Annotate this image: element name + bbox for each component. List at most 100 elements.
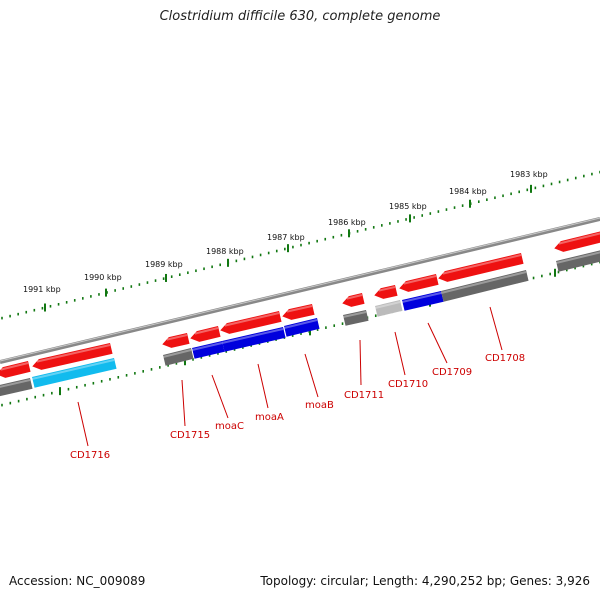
scale-dot (73, 299, 76, 302)
tick-label: 1990 kbp (84, 273, 122, 282)
scale-dot (542, 184, 545, 188)
gene-label: CD1708 (485, 353, 525, 364)
major-tick (409, 214, 411, 223)
inner-dot (17, 399, 20, 403)
gene-label: CD1716 (70, 450, 110, 461)
leader-line (394, 331, 406, 376)
scale-dot (526, 188, 529, 192)
inner-dot (42, 393, 45, 397)
inner-dot (92, 381, 95, 385)
scale-dot (494, 196, 496, 200)
forward-gene-arrow-shine (224, 312, 280, 327)
map-title: Clostridium difficile 630, complete geno… (159, 9, 441, 24)
scale-dot (33, 308, 36, 312)
scale-dot (300, 243, 302, 247)
forward-gene-arrow (162, 333, 190, 348)
reverse-gene-bar (441, 270, 529, 302)
inner-dot (84, 383, 86, 387)
scale-dot (372, 226, 375, 229)
scale-dot (389, 222, 391, 225)
scale-dot (235, 259, 238, 263)
major-tick (530, 184, 532, 193)
forward-gene-arrow (438, 253, 524, 282)
scale-dot (429, 212, 432, 215)
scale-dot (292, 245, 294, 249)
scale-dot (114, 289, 116, 292)
forward-gene-arrow (32, 343, 113, 370)
inner-dot (208, 354, 211, 357)
inner-dot (9, 401, 12, 405)
scale-dot (558, 180, 561, 184)
inner-dot (300, 332, 302, 335)
leader-line (257, 363, 269, 409)
inner-dot (100, 379, 103, 383)
genome-backbone (0, 217, 600, 364)
inner-dot (590, 262, 593, 266)
scale-dot (9, 314, 11, 318)
scale-dots (1, 170, 600, 320)
inner-dot (341, 322, 344, 325)
inner-dot (233, 348, 236, 351)
scale-dot (122, 287, 125, 290)
scale-dot (477, 200, 480, 203)
scale-dot (170, 275, 173, 278)
scale-dot (251, 255, 254, 259)
tick-label: 1983 kbp (510, 170, 548, 179)
reverse-gene-bar-shine (374, 301, 401, 309)
scale-dot (534, 186, 537, 190)
inner-dot (541, 274, 543, 278)
scale-dot (138, 283, 141, 286)
scale-dot (486, 198, 488, 202)
inner-dot (225, 350, 228, 353)
forward-gene-arrow-shine (558, 232, 600, 245)
forward-gene-arrow-shine (286, 305, 313, 313)
gene-label: moaC (215, 421, 244, 432)
forward-gene-arrow (342, 293, 365, 307)
scale-dot (267, 251, 270, 255)
tick-label: 1991 kbp (23, 285, 61, 294)
scale-dot (25, 310, 28, 314)
inner-dot (291, 334, 294, 337)
inner-dot (142, 370, 144, 373)
inner-dot (549, 272, 551, 276)
reverse-gene-bar (375, 300, 403, 317)
scale-dot (583, 174, 585, 178)
scale-dot (41, 306, 44, 310)
backbone-highlight (0, 217, 600, 362)
reverse-gene-bar (284, 318, 320, 337)
scale-dot (178, 273, 181, 276)
inner-dot (175, 362, 178, 365)
gene-label: moaB (305, 400, 334, 411)
scale-dot (1, 316, 3, 320)
leader-line (489, 306, 503, 351)
inner-major-tick (59, 387, 61, 396)
reverse-gene-bar (0, 378, 33, 397)
scale-dot (502, 194, 504, 198)
reverse-gene-bar-shine (162, 349, 192, 358)
scale-dot (187, 271, 189, 275)
gene-label: CD1709 (432, 367, 472, 378)
inner-dot (242, 346, 244, 349)
scale-dot (566, 178, 569, 182)
scale-dot (243, 257, 246, 261)
inner-dot (167, 364, 169, 367)
major-tick (469, 199, 471, 208)
inner-dot (532, 276, 535, 280)
tick-label: 1984 kbp (449, 187, 487, 196)
scale-dot (453, 206, 456, 209)
leader-line (304, 353, 319, 398)
scale-dot (90, 295, 92, 298)
forward-gene-arrow-shine (403, 275, 437, 285)
scale-dot (437, 210, 440, 213)
reverse-gene-bar (163, 348, 194, 366)
forward-gene-arrow-shine (36, 344, 111, 363)
scale-dot (397, 220, 399, 223)
inner-dot (51, 391, 53, 395)
scale-dot (461, 204, 464, 207)
scale-dot (405, 218, 407, 221)
scale-dot (211, 265, 213, 269)
inner-dot (150, 368, 153, 371)
inner-dot (192, 358, 194, 361)
inner-dot (574, 266, 576, 270)
forward-gene-arrow (220, 311, 282, 334)
